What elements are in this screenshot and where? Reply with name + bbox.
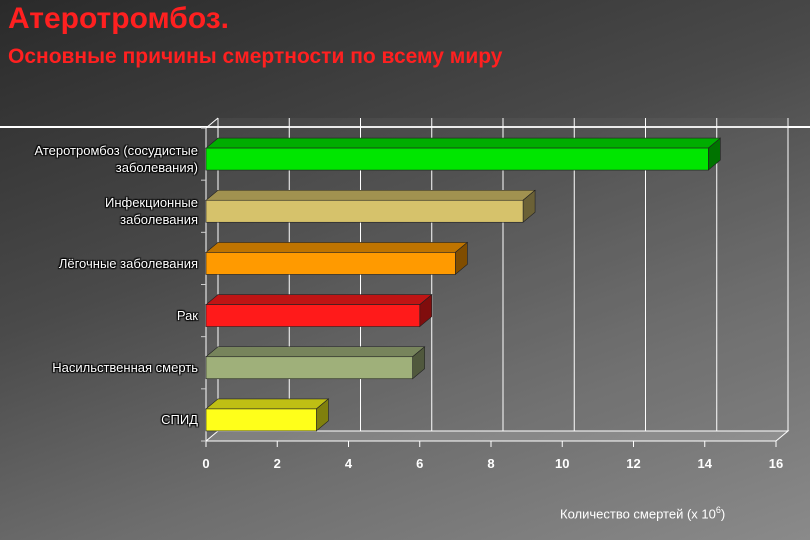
bar-5 <box>205 408 317 432</box>
x-tick-label: 16 <box>768 456 784 471</box>
bar-top-2 <box>205 242 469 253</box>
bar-2 <box>205 252 456 275</box>
x-tick-label: 8 <box>487 456 495 471</box>
category-label: Инфекционные заболевания <box>0 194 198 228</box>
x-axis-label-end: ) <box>720 506 726 522</box>
x-tick-label: 4 <box>344 456 353 471</box>
category-label-line: Инфекционные <box>104 195 198 211</box>
bar-4 <box>205 356 413 380</box>
category-label-line: Лёгочные заболевания <box>58 255 198 271</box>
category-label-line: Рак <box>176 308 198 324</box>
chart-subtitle: Основные причины смертности по всему мир… <box>8 45 503 68</box>
bar-top-1 <box>205 189 536 201</box>
category-label: Насильственная смерть <box>0 359 198 376</box>
bar-top-3 <box>205 294 433 305</box>
bar-top-4 <box>205 346 426 358</box>
x-tick-label: 6 <box>416 456 424 471</box>
category-label-line: заболевания <box>120 212 198 228</box>
category-label-line: Насильственная смерть <box>52 360 198 376</box>
plot-floor <box>204 430 790 442</box>
bar-0 <box>205 147 709 171</box>
category-label: Атеротромбоз (сосудистые заболевания) <box>0 142 198 176</box>
x-tick-label: 10 <box>555 456 570 471</box>
x-tick-label: 14 <box>697 456 712 471</box>
x-tick-label: 0 <box>202 456 210 471</box>
x-tick-label: 2 <box>273 456 281 471</box>
x-axis-label-exponent: 6 <box>715 505 721 515</box>
y-axis-top <box>205 117 219 129</box>
x-tick-label: 12 <box>626 456 641 471</box>
category-label-line: заболевания) <box>115 160 198 176</box>
category-label-line: Атеротромбоз (сосудистые <box>34 143 198 159</box>
category-label: СПИД <box>0 411 198 428</box>
category-label: Рак <box>0 307 198 324</box>
title-divider <box>0 126 810 128</box>
bar-3 <box>205 304 421 327</box>
x-axis-label: Количество смертей (х 106) <box>560 505 800 521</box>
bar-top-5 <box>205 398 330 410</box>
bar-1 <box>205 199 524 223</box>
chart-title: Атеротромбоз. <box>8 2 230 35</box>
category-label-line: СПИД <box>161 412 198 428</box>
x-axis-label-text: Количество смертей (х 10 <box>560 506 716 522</box>
category-label: Лёгочные заболевания <box>0 255 198 272</box>
bar-top-0 <box>205 137 722 149</box>
